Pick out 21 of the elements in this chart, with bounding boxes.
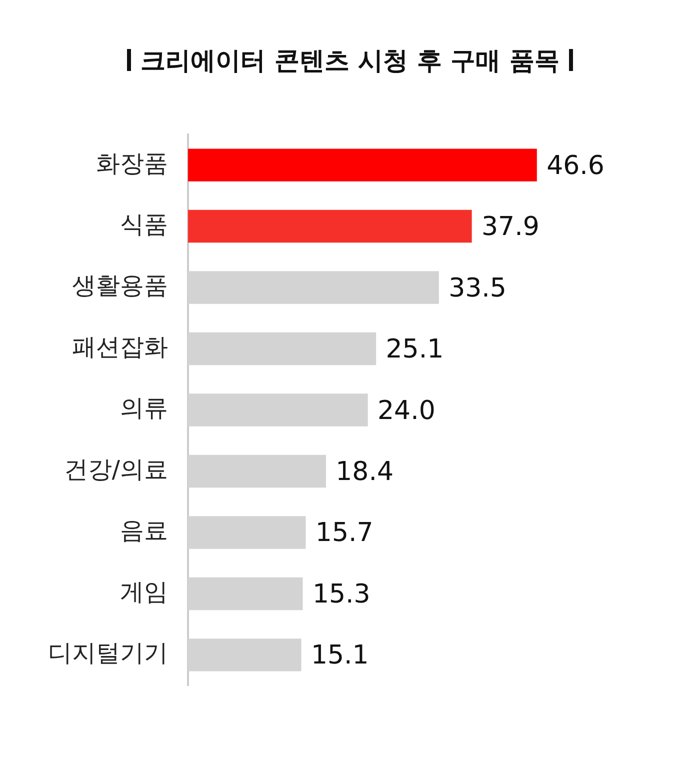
y-tick-label: 게임 bbox=[120, 578, 168, 606]
data-label: 15.3 bbox=[312, 579, 370, 610]
y-tick-label: 화장품 bbox=[96, 149, 168, 178]
data-label: 37.9 bbox=[481, 212, 540, 242]
y-tick-label: 생활용품 bbox=[72, 272, 168, 300]
data-label: 18.4 bbox=[336, 456, 394, 487]
bar bbox=[188, 210, 472, 243]
y-tick-label: 식품 bbox=[120, 210, 168, 238]
data-label: 33.5 bbox=[448, 273, 506, 304]
y-tick-label: 디지털기기 bbox=[48, 639, 168, 668]
y-tick-label: 패션잡화 bbox=[72, 332, 168, 361]
y-tick-label: 음료 bbox=[120, 516, 168, 545]
data-label: 24.0 bbox=[378, 396, 436, 426]
data-label: 15.1 bbox=[310, 640, 369, 671]
chart-title: 크리에이터 콘텐츠 시청 후 구매 품목 bbox=[140, 44, 560, 76]
data-label: 46.6 bbox=[546, 150, 604, 181]
bar bbox=[188, 148, 537, 182]
data-label: 15.7 bbox=[315, 518, 374, 548]
y-tick-label: 의류 bbox=[120, 394, 168, 422]
data-label: 25.1 bbox=[386, 334, 444, 365]
y-tick-label: 건강/의료 bbox=[64, 455, 168, 484]
